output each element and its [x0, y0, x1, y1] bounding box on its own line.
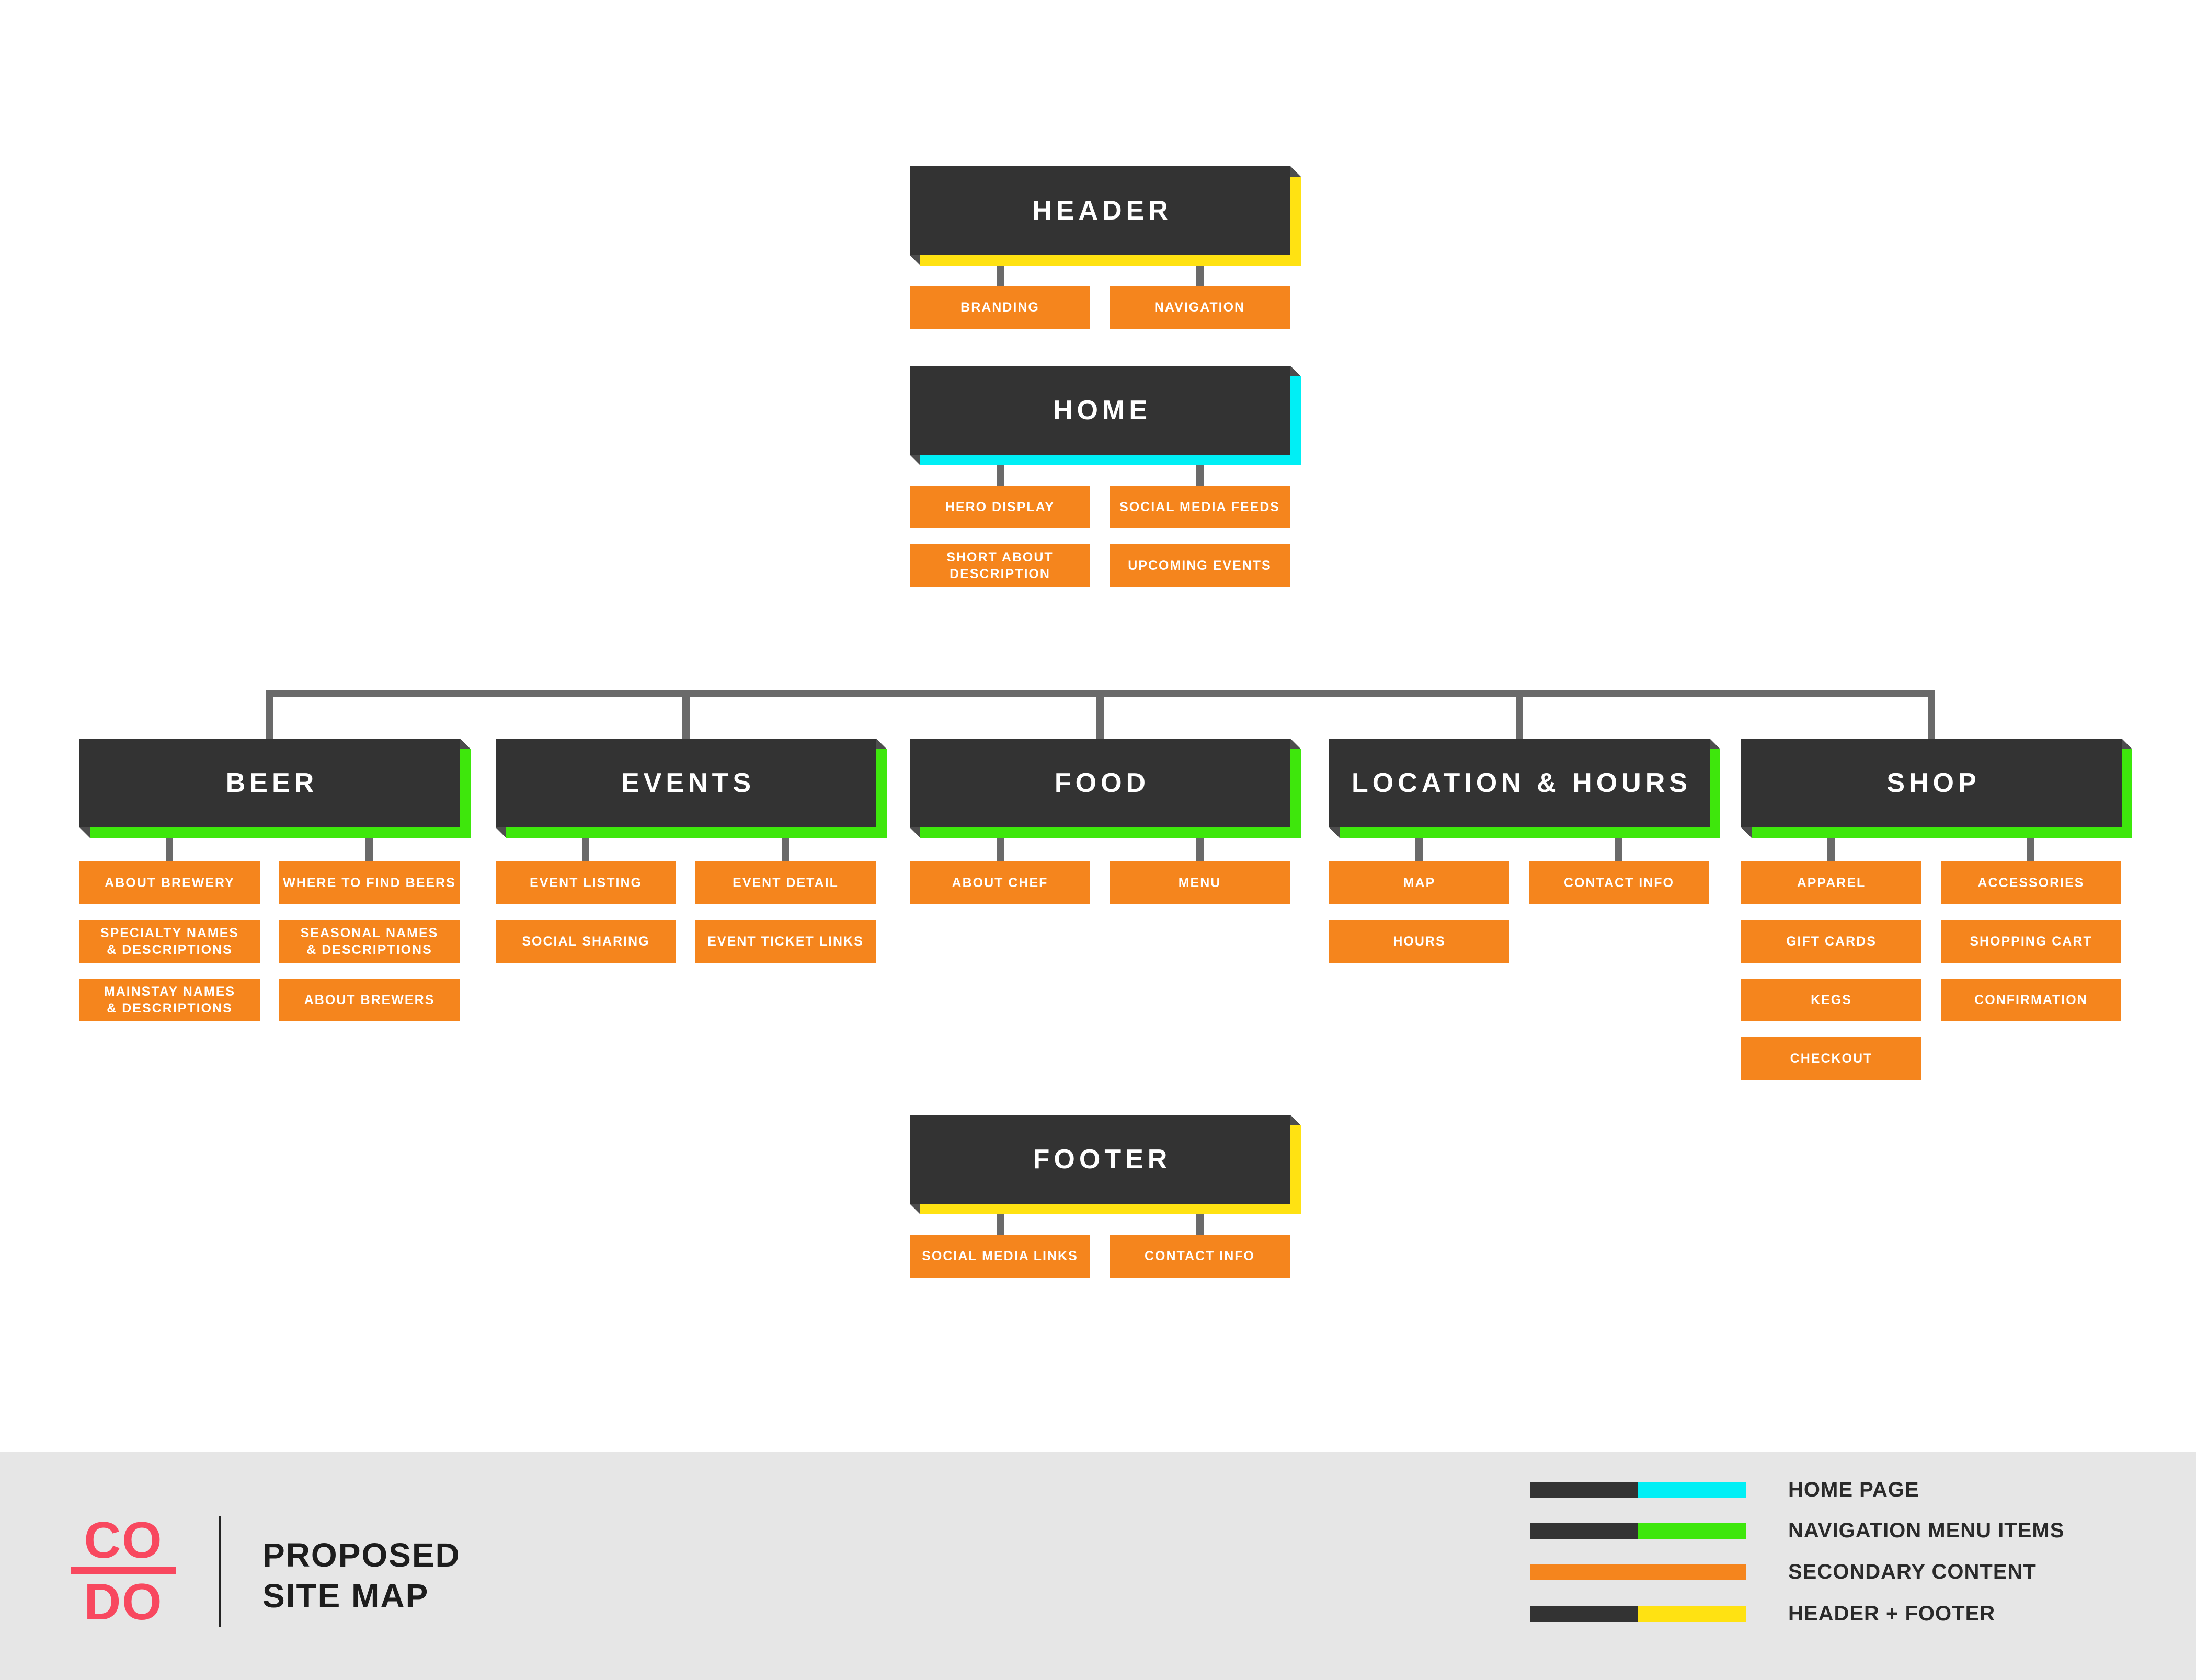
node-branding: BRANDING	[910, 286, 1090, 329]
node-social-media-feeds: SOCIAL MEDIA FEEDS	[1110, 486, 1290, 528]
node-food: FOOD	[910, 739, 1301, 838]
node-shop: SHOP	[1741, 739, 2132, 838]
bevel-icon	[496, 827, 506, 838]
node-beer-title: BEER	[79, 739, 460, 827]
node-about-chef: ABOUT CHEF	[910, 861, 1090, 904]
connector-main-horizontal	[266, 690, 1935, 697]
connector-main-beer	[266, 697, 273, 739]
legend-swatch-home-page	[1530, 1481, 1746, 1498]
bevel-icon	[1329, 827, 1340, 838]
bevel-icon	[876, 739, 887, 749]
node-about-brewery: ABOUT BREWERY	[79, 861, 260, 904]
legend-swatch-secondary	[1530, 1563, 1746, 1580]
node-social-media-links: SOCIAL MEDIA LINKS	[910, 1235, 1090, 1278]
node-map: MAP	[1329, 861, 1509, 904]
node-hero-display: HERO DISPLAY	[910, 486, 1090, 528]
bevel-icon	[460, 739, 471, 749]
codo-logo-top: CO	[84, 1511, 163, 1569]
page-title-line2: SITE MAP	[262, 1577, 429, 1615]
node-contact-info: CONTACT INFO	[1529, 861, 1709, 904]
bevel-icon	[1710, 739, 1720, 749]
codo-logo-bar	[71, 1567, 176, 1575]
node-short-about-description: SHORT ABOUT DESCRIPTION	[910, 544, 1090, 587]
legend-swatch-dark-segment	[1530, 1481, 1638, 1498]
legend-swatch-dark-segment	[1530, 1605, 1638, 1622]
legend-swatch-header-footer	[1530, 1605, 1746, 1622]
bevel-icon	[1741, 827, 1752, 838]
node-event-listing: EVENT LISTING	[496, 861, 676, 904]
node-accessories: ACCESSORIES	[1941, 861, 2121, 904]
node-header-title: HEADER	[910, 166, 1290, 255]
bevel-icon	[910, 1204, 920, 1214]
node-event-ticket-links: EVENT TICKET LINKS	[695, 920, 876, 963]
node-footer-contact-info: CONTACT INFO	[1110, 1235, 1290, 1278]
node-where-to-find-beers: WHERE TO FIND BEERS	[279, 861, 460, 904]
node-social-sharing: SOCIAL SHARING	[496, 920, 676, 963]
bevel-icon	[1290, 1115, 1301, 1125]
node-events: EVENTS	[496, 739, 887, 838]
bevel-icon	[2122, 739, 2132, 749]
legend-swatch-orange-segment	[1530, 1563, 1746, 1580]
node-event-detail: EVENT DETAIL	[695, 861, 876, 904]
legend-swatch-dark-segment	[1530, 1522, 1638, 1539]
title-divider	[219, 1516, 221, 1627]
connector-main-events	[682, 697, 690, 739]
node-kegs: KEGS	[1741, 979, 1922, 1021]
codo-logo-bottom: DO	[84, 1573, 163, 1631]
codo-logo: CO DO	[71, 1511, 176, 1631]
node-menu: MENU	[1110, 861, 1290, 904]
node-events-title: EVENTS	[496, 739, 876, 827]
legend-label: NAVIGATION MENU ITEMS	[1788, 1518, 2065, 1542]
node-location-title: LOCATION & HOURS	[1329, 739, 1710, 827]
bevel-icon	[910, 255, 920, 266]
node-food-title: FOOD	[910, 739, 1290, 827]
node-about-brewers: ABOUT BREWERS	[279, 979, 460, 1021]
connector-main-location	[1516, 697, 1523, 739]
bevel-icon	[1290, 166, 1301, 177]
legend-label: SECONDARY CONTENT	[1788, 1560, 2037, 1583]
legend-item-navigation-menu-items: NAVIGATION MENU ITEMS	[1530, 1515, 2064, 1546]
connector-main-food	[1096, 697, 1104, 739]
legend-item-home-page: HOME PAGE	[1530, 1474, 1919, 1505]
node-shopping-cart: SHOPPING CART	[1941, 920, 2121, 963]
connector-main-shop	[1928, 697, 1935, 739]
node-shop-title: SHOP	[1741, 739, 2122, 827]
node-navigation: NAVIGATION	[1110, 286, 1290, 329]
legend-swatch-green-segment	[1638, 1522, 1746, 1539]
page-title: PROPOSED SITE MAP	[262, 1535, 461, 1616]
legend-label: HEADER + FOOTER	[1788, 1602, 1996, 1625]
node-mainstay-names: MAINSTAY NAMES & DESCRIPTIONS	[79, 979, 260, 1021]
legend-item-secondary-content: SECONDARY CONTENT	[1530, 1556, 2037, 1587]
bevel-icon	[1290, 739, 1301, 749]
legend-label: HOME PAGE	[1788, 1478, 1919, 1501]
node-footer-title: FOOTER	[910, 1115, 1290, 1204]
node-hours: HOURS	[1329, 920, 1509, 963]
bevel-icon	[910, 827, 920, 838]
node-specialty-names: SPECIALTY NAMES & DESCRIPTIONS	[79, 920, 260, 963]
bevel-icon	[79, 827, 90, 838]
node-confirmation: CONFIRMATION	[1941, 979, 2121, 1021]
node-seasonal-names: SEASONAL NAMES & DESCRIPTIONS	[279, 920, 460, 963]
node-home: HOME	[910, 366, 1301, 465]
node-checkout: CHECKOUT	[1741, 1037, 1922, 1080]
legend-swatch-yellow-segment	[1638, 1605, 1746, 1622]
bevel-icon	[910, 455, 920, 465]
page-title-line1: PROPOSED	[262, 1536, 461, 1574]
legend-item-header-footer: HEADER + FOOTER	[1530, 1598, 1995, 1629]
node-header: HEADER	[910, 166, 1301, 266]
node-upcoming-events: UPCOMING EVENTS	[1110, 544, 1290, 587]
legend-swatch-cyan-segment	[1638, 1481, 1746, 1498]
node-location-hours: LOCATION & HOURS	[1329, 739, 1720, 838]
bottom-bar	[0, 1452, 2196, 1680]
legend-swatch-navigation	[1530, 1522, 1746, 1539]
node-footer: FOOTER	[910, 1115, 1301, 1214]
node-apparel: APPAREL	[1741, 861, 1922, 904]
bevel-icon	[1290, 366, 1301, 376]
node-gift-cards: GIFT CARDS	[1741, 920, 1922, 963]
node-beer: BEER	[79, 739, 471, 838]
node-home-title: HOME	[910, 366, 1290, 455]
